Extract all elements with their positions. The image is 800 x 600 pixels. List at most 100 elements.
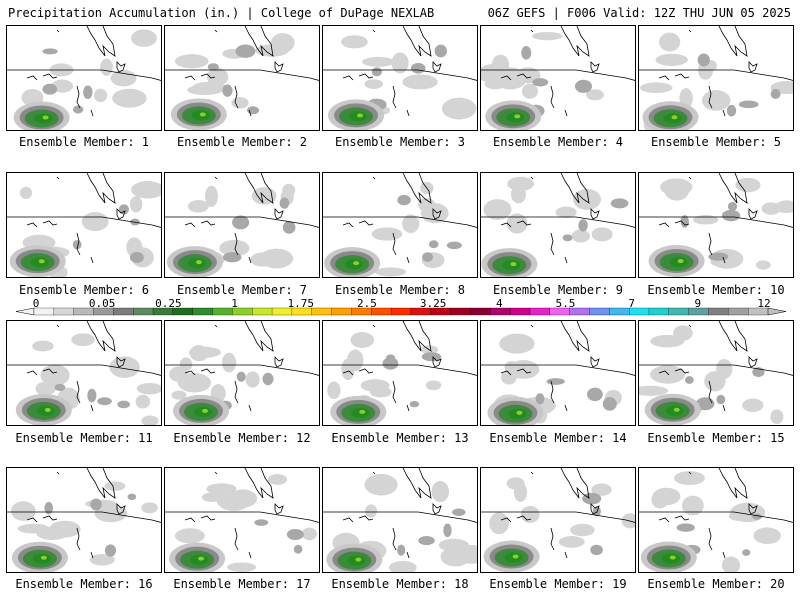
geographic-outline (7, 468, 161, 559)
ensemble-map-panel (6, 467, 162, 573)
colorbar-segment (668, 307, 690, 316)
colorbar-segment (589, 307, 610, 316)
precip-map (165, 26, 319, 130)
geographic-outline (323, 173, 477, 264)
geographic-outline (165, 468, 319, 559)
geographic-outline (323, 468, 477, 559)
colorbar-segment (609, 307, 630, 316)
precip-map (323, 26, 477, 130)
geographic-outline (323, 321, 477, 412)
colorbar-segment (390, 307, 412, 316)
colorbar-segment (728, 307, 749, 316)
ensemble-member-caption: Ensemble Member: 7 (176, 283, 308, 297)
precip-map (7, 468, 161, 572)
colorbar-arrow-left (15, 307, 35, 316)
map-title: Precipitation Accumulation (in.) | Colle… (8, 6, 435, 20)
precip-map (7, 26, 161, 130)
geographic-outline (165, 26, 319, 117)
colorbar-segment (53, 307, 75, 316)
ensemble-member-caption: Ensemble Member: 16 (15, 577, 153, 591)
ensemble-map-panel (322, 25, 478, 131)
ensemble-map-panel (480, 320, 636, 426)
geographic-outline (481, 173, 635, 264)
geographic-outline (7, 173, 161, 264)
geographic-outline (639, 26, 793, 117)
colorbar-tick-label: 1.75 (287, 297, 314, 310)
precip-map (165, 321, 319, 425)
precip-map (481, 468, 635, 572)
ensemble-map-panel (638, 467, 794, 573)
colorbar-segment (708, 307, 729, 316)
geographic-outline (481, 321, 635, 412)
ensemble-map-panel (322, 320, 478, 426)
ensemble-member-caption: Ensemble Member: 8 (334, 283, 466, 297)
colorbar-segment (311, 307, 333, 316)
colorbar-tick-label: 2.5 (356, 297, 377, 310)
colorbar-tick-label: 5.5 (555, 297, 576, 310)
ensemble-member-caption: Ensemble Member: 6 (18, 283, 150, 297)
precip-map (639, 173, 793, 277)
colorbar-segment (252, 307, 273, 316)
ensemble-member-caption: Ensemble Member: 3 (334, 135, 466, 149)
ensemble-member-caption: Ensemble Member: 4 (492, 135, 624, 149)
colorbar-segment (450, 307, 471, 316)
precip-map (639, 26, 793, 130)
ensemble-map-panel (6, 25, 162, 131)
ensemble-map-panel (6, 320, 162, 426)
ensemble-map-panel (322, 467, 478, 573)
colorbar-segment (113, 307, 134, 316)
ensemble-map-panel (164, 467, 320, 573)
geographic-outline (323, 26, 477, 117)
colorbar-tick-label: 4 (495, 297, 503, 310)
ensemble-member-caption: Ensemble Member: 14 (489, 431, 627, 445)
precip-map (7, 321, 161, 425)
colorbar-segment (331, 307, 352, 316)
ensemble-member-caption: Ensemble Member: 2 (176, 135, 308, 149)
precip-map (481, 26, 635, 130)
colorbar-tick-label: 0 (32, 297, 40, 310)
precip-map (639, 321, 793, 425)
ensemble-member-caption: Ensemble Member: 10 (647, 283, 785, 297)
ensemble-map-panel (480, 467, 636, 573)
geographic-outline (639, 173, 793, 264)
ensemble-map-panel (638, 172, 794, 278)
geographic-outline (165, 321, 319, 412)
colorbar-segment (133, 307, 154, 316)
ensemble-map-panel (480, 25, 636, 131)
ensemble-map-panel (164, 320, 320, 426)
precip-map (165, 468, 319, 572)
colorbar-segment (192, 307, 213, 316)
precipitation-colorbar (15, 307, 787, 316)
ensemble-map-panel (322, 172, 478, 278)
ensemble-map-panel (6, 172, 162, 278)
colorbar-tick-label: 12 (757, 297, 771, 310)
geographic-outline (7, 26, 161, 117)
precip-map (481, 173, 635, 277)
colorbar-tick-label: 0.05 (88, 297, 116, 310)
ensemble-member-caption: Ensemble Member: 13 (331, 431, 469, 445)
geographic-outline (481, 468, 635, 559)
precip-map (481, 321, 635, 425)
ensemble-member-caption: Ensemble Member: 12 (173, 431, 311, 445)
precip-map (165, 173, 319, 277)
precip-map (323, 321, 477, 425)
geographic-outline (481, 26, 635, 117)
colorbar-segment (509, 307, 531, 316)
ensemble-member-caption: Ensemble Member: 11 (15, 431, 153, 445)
geographic-outline (165, 173, 319, 264)
ensemble-member-caption: Ensemble Member: 17 (173, 577, 311, 591)
geographic-outline (639, 321, 793, 412)
colorbar-tick-label: 9 (694, 297, 702, 310)
colorbar-tick-label: 3.25 (419, 297, 447, 310)
ensemble-member-caption: Ensemble Member: 5 (650, 135, 782, 149)
ensemble-member-caption: Ensemble Member: 1 (18, 135, 150, 149)
geographic-outline (7, 321, 161, 412)
precip-map (323, 173, 477, 277)
ensemble-member-caption: Ensemble Member: 9 (492, 283, 624, 297)
ensemble-map-panel (164, 25, 320, 131)
precip-map (7, 173, 161, 277)
ensemble-map-panel (164, 172, 320, 278)
ensemble-member-caption: Ensemble Member: 18 (331, 577, 469, 591)
colorbar-tick-label: 7 (628, 297, 635, 310)
precip-map (323, 468, 477, 572)
